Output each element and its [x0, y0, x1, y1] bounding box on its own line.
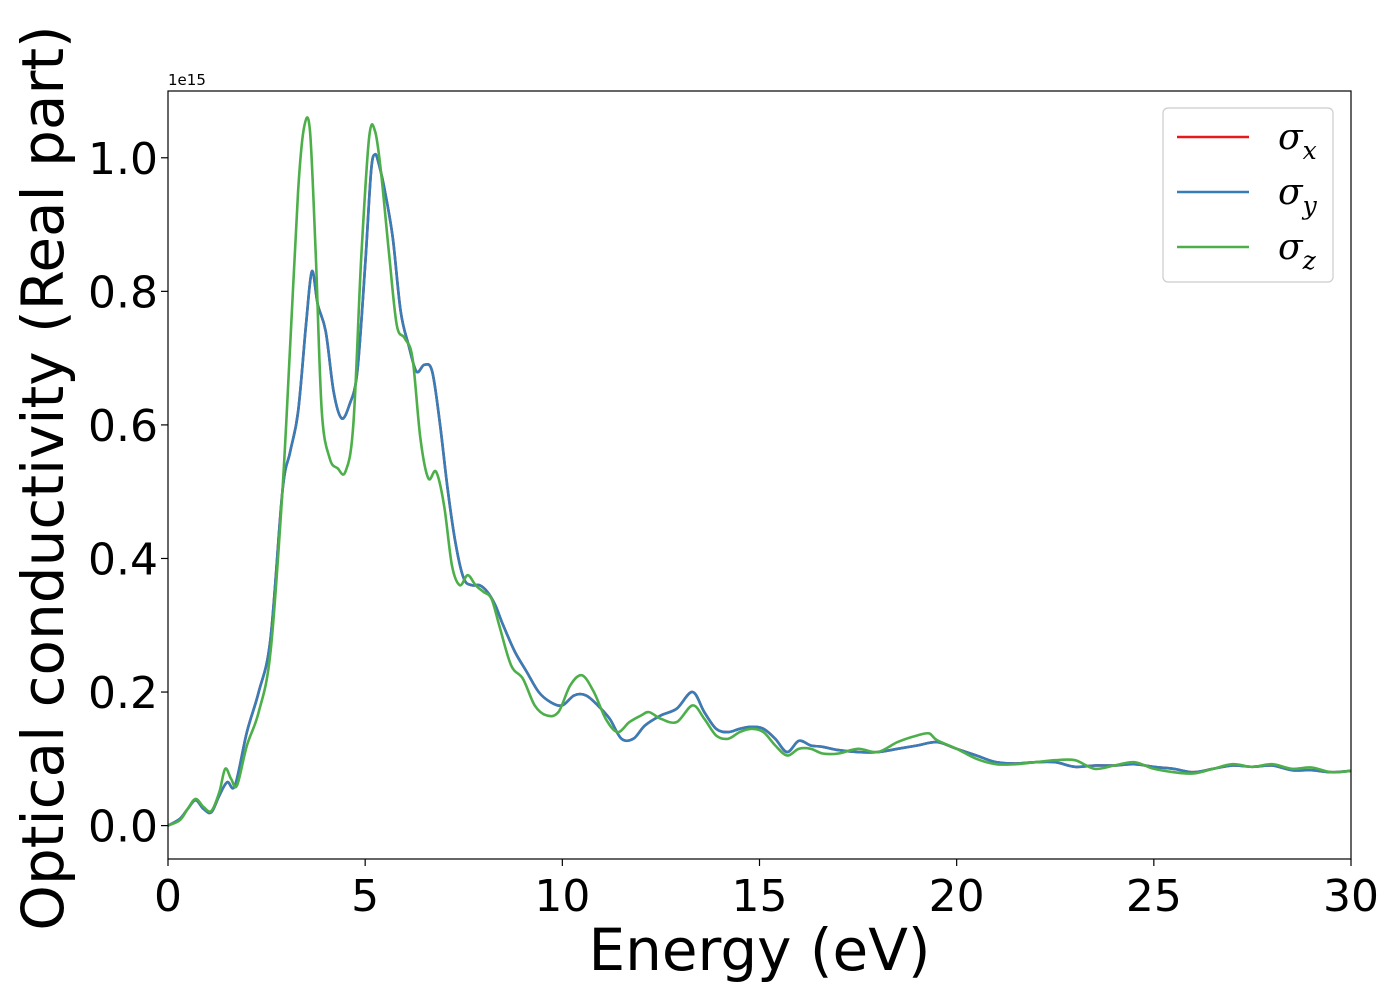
y-tick-label: 0.2: [88, 668, 158, 719]
x-tick-label: 15: [732, 871, 788, 922]
legend-label: σy: [1278, 172, 1318, 220]
x-tick-label: 25: [1126, 871, 1182, 922]
x-tick-label: 30: [1323, 871, 1379, 922]
x-tick-label: 20: [929, 871, 985, 922]
y-tick-label: 1.0: [88, 134, 158, 185]
legend-box: [1162, 107, 1334, 283]
legend-label: σz: [1278, 227, 1317, 275]
y-tick-label: 0.4: [88, 534, 158, 585]
x-axis: 0 5 10 15 20 25 30: [154, 859, 1379, 922]
legend-label: σx: [1278, 117, 1317, 165]
y-offset-label: 1e15: [168, 71, 206, 89]
y-tick-label: 0.0: [88, 802, 158, 853]
x-axis-title: Energy (eV): [588, 916, 930, 984]
y-tick-label: 0.6: [88, 401, 158, 452]
series-lines: [167, 116, 1352, 827]
x-tick-label: 10: [534, 871, 590, 922]
x-tick-label: 0: [154, 871, 182, 922]
series-line-3: [167, 116, 1352, 827]
y-axis-title: Optical conductivity (Real part): [9, 25, 77, 930]
legend: σx σy σz: [1162, 107, 1334, 283]
y-axis: 0.0 0.2 0.4 0.6 0.8 1.0: [88, 134, 168, 853]
y-tick-label: 0.8: [88, 267, 158, 318]
x-tick-label: 5: [351, 871, 379, 922]
